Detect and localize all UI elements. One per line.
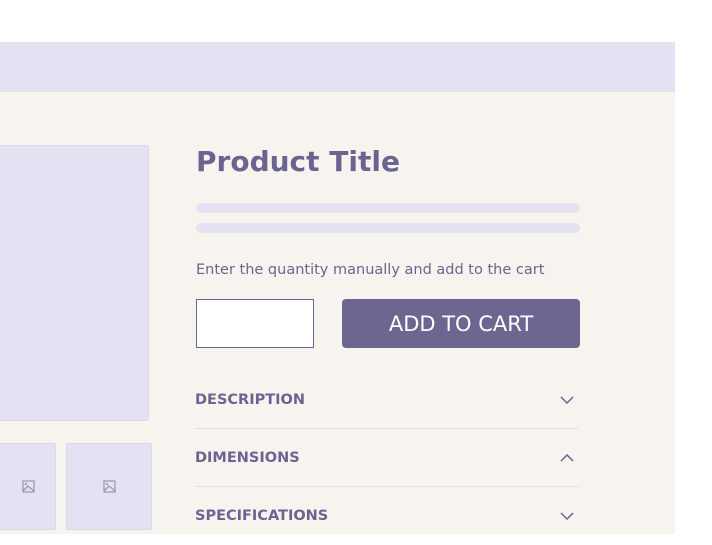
accordion-label: SPECIFICATIONS <box>195 508 329 524</box>
accordion-label: DESCRIPTION <box>195 391 305 408</box>
accordion-label: DIMENSIONS <box>195 449 300 466</box>
accordion-description[interactable]: DESCRIPTION <box>195 371 578 429</box>
product-main-image <box>0 145 149 421</box>
accordion-specifications[interactable]: SPECIFICATIONS <box>195 487 578 545</box>
chevron-up-icon <box>560 453 574 462</box>
accordion-dimensions[interactable]: DIMENSIONS <box>195 429 578 487</box>
product-title: Product Title <box>196 145 400 178</box>
add-to-cart-button[interactable]: ADD TO CART <box>342 299 580 348</box>
chevron-down-icon <box>560 395 574 404</box>
thumbnail-2[interactable] <box>66 443 152 530</box>
chevron-down-icon <box>560 512 574 520</box>
header-bar <box>0 42 675 92</box>
quantity-input[interactable] <box>196 299 314 348</box>
quantity-hint: Enter the quantity manually and add to t… <box>196 262 545 278</box>
text-placeholder-line <box>196 223 580 233</box>
image-icon <box>22 480 34 493</box>
thumbnail-1[interactable] <box>0 443 56 530</box>
image-icon <box>103 480 115 493</box>
text-placeholder-line <box>196 203 580 213</box>
